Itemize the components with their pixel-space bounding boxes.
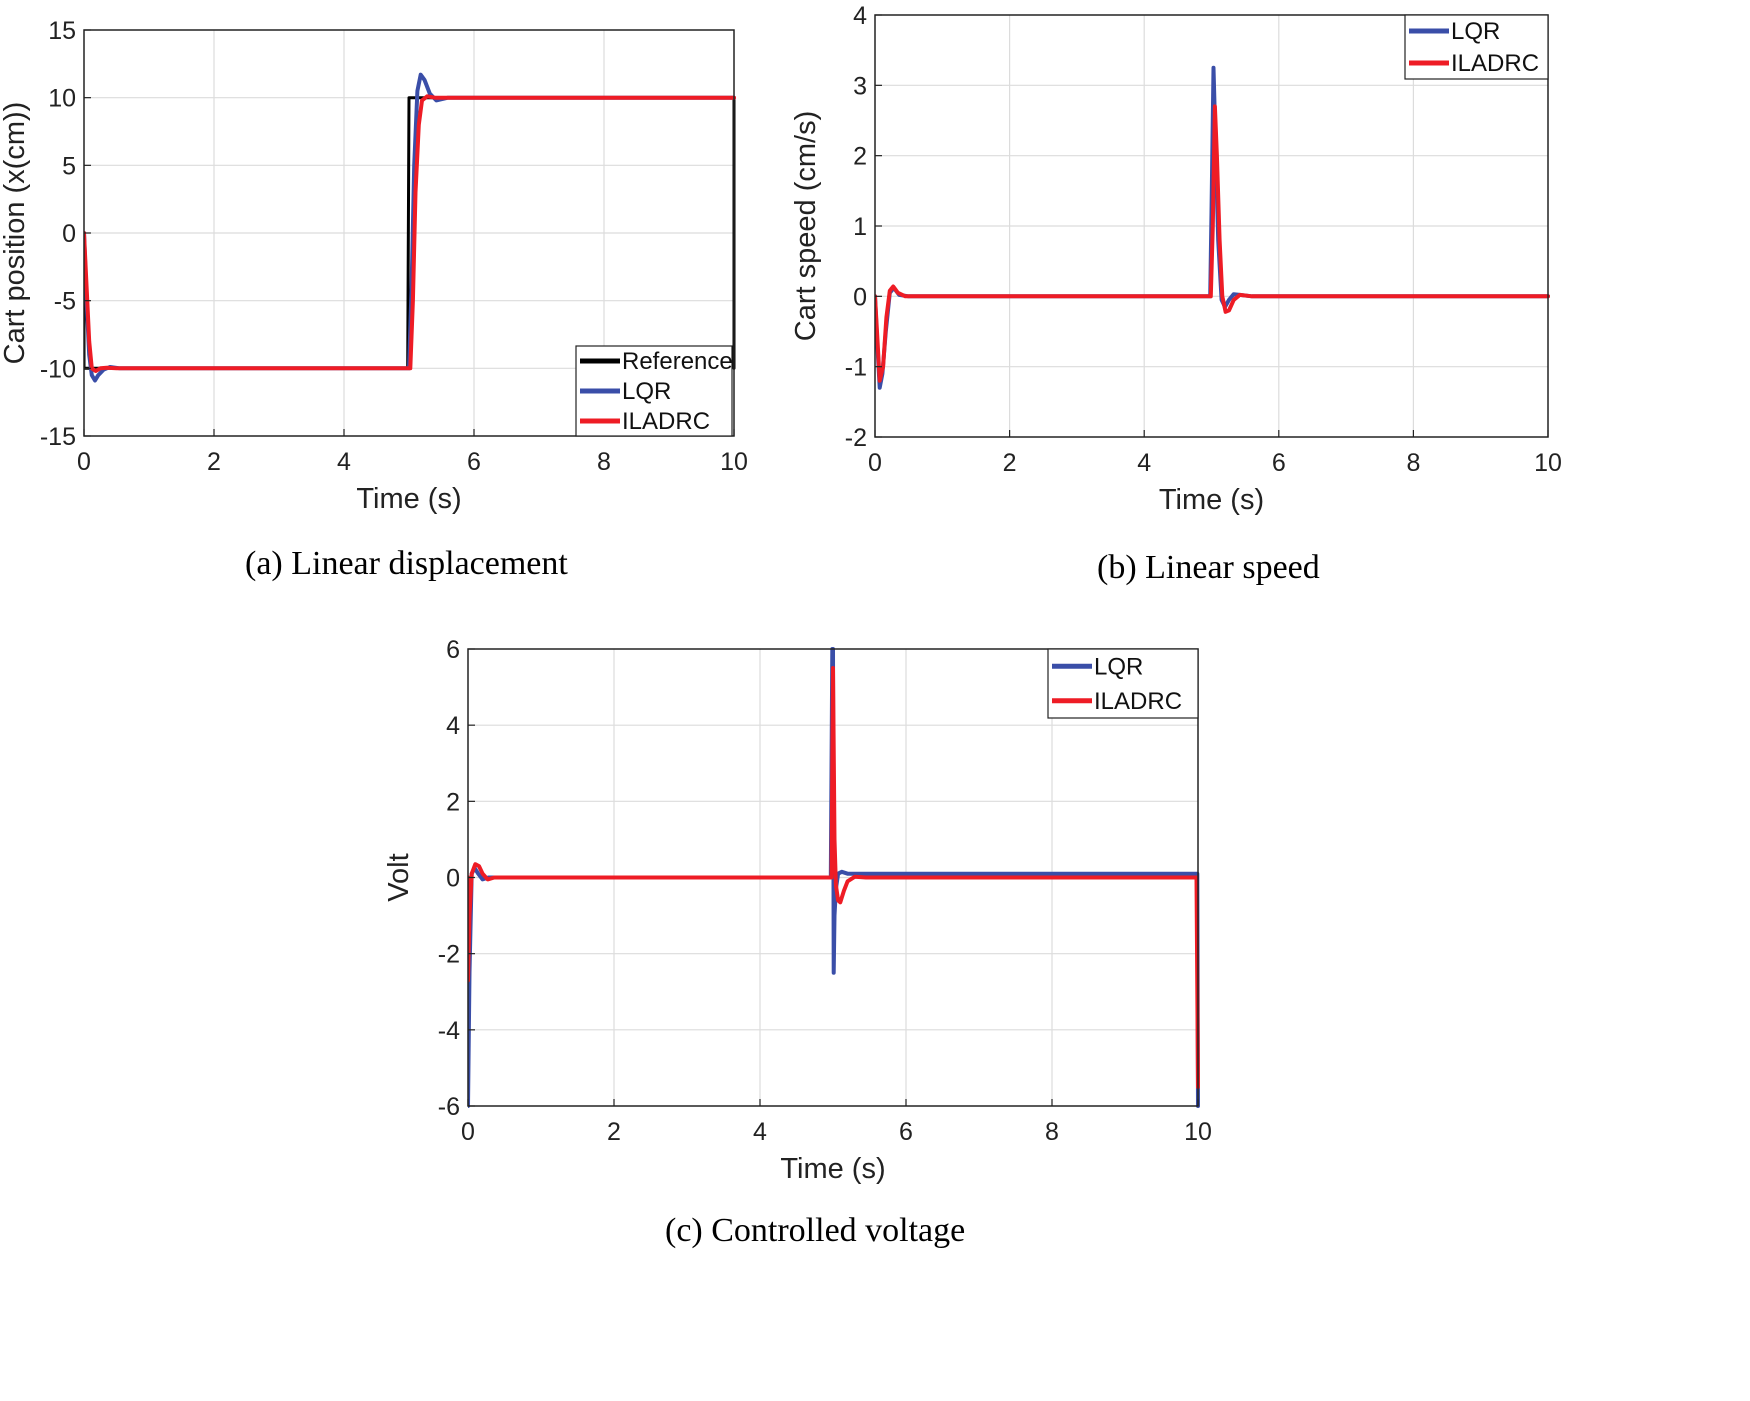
x-tick-label: 4 bbox=[753, 1118, 767, 1146]
y-tick-label: 10 bbox=[48, 85, 76, 113]
y-tick-label: -1 bbox=[845, 354, 867, 382]
x-tick-label: 0 bbox=[77, 448, 91, 476]
y-tick-label: 4 bbox=[446, 712, 460, 740]
y-tick-label: 6 bbox=[446, 636, 460, 664]
y-tick-label: 2 bbox=[853, 143, 867, 171]
x-axis-label: Time (s) bbox=[356, 483, 461, 515]
series-line-iladrc bbox=[468, 666, 1200, 1089]
y-axis-label: Cart speed (cm/s) bbox=[790, 111, 822, 341]
y-tick-label: -4 bbox=[438, 1017, 460, 1045]
x-tick-label: 10 bbox=[1534, 449, 1562, 477]
chart-a-svg: 0 2 4 6 8 10 -15 -10 -5 0 5 10 15 Time (s) Cart positi… bbox=[0, 17, 748, 515]
caption-a: (a) Linear displacement bbox=[245, 545, 568, 582]
y-axis-label: Volt bbox=[383, 853, 415, 901]
y-tick-label: 0 bbox=[446, 865, 460, 893]
legend-label-iladrc: ILADRC bbox=[622, 408, 710, 435]
x-tick-label: 0 bbox=[868, 449, 882, 477]
x-tick-label: 10 bbox=[720, 448, 748, 476]
x-tick-label: 2 bbox=[207, 448, 221, 476]
y-tick-label: 0 bbox=[62, 220, 76, 248]
chart-panel-a: 0 2 4 6 8 10 -15 -10 -5 0 5 10 15 Time (s) Cart positi… bbox=[0, 0, 870, 520]
y-tick-label: -15 bbox=[40, 423, 76, 451]
series-group bbox=[875, 65, 1550, 390]
series-line-iladrc bbox=[84, 94, 736, 373]
caption-c: (c) Controlled voltage bbox=[665, 1212, 966, 1249]
x-tick-label: 2 bbox=[607, 1118, 621, 1146]
legend-label-lqr: LQR bbox=[622, 378, 671, 405]
x-tick-label: 6 bbox=[467, 448, 481, 476]
y-tick-label: -10 bbox=[40, 355, 76, 383]
chart-panel-c: 0 2 4 6 8 10 -6 -4 -2 0 2 4 6 Time (s) Volt LQR ILADRC bbox=[380, 620, 1250, 1220]
series-line-iladrc bbox=[875, 104, 1550, 383]
y-tick-label: -5 bbox=[54, 288, 76, 316]
legend-label-iladrc: ILADRC bbox=[1094, 688, 1182, 715]
x-tick-label: 6 bbox=[1272, 449, 1286, 477]
legend: LQR ILADRC bbox=[1404, 14, 1549, 80]
y-axis-label: Cart position (x(cm)) bbox=[0, 102, 31, 365]
chart-b-svg: 0 2 4 6 8 10 -2 -1 0 1 2 3 4 Time (s) Cart speed (cm/s… bbox=[790, 2, 1562, 516]
x-tick-label: 8 bbox=[1406, 449, 1420, 477]
y-tick-label: 0 bbox=[853, 283, 867, 311]
legend-label-iladrc: ILADRC bbox=[1451, 50, 1539, 77]
y-tick-label: 2 bbox=[446, 788, 460, 816]
y-tick-label: -2 bbox=[438, 941, 460, 969]
legend: Reference LQR ILADRC bbox=[575, 345, 733, 437]
y-tick-label: -6 bbox=[438, 1093, 460, 1121]
x-tick-label: 8 bbox=[1045, 1118, 1059, 1146]
caption-b: (b) Linear speed bbox=[1097, 549, 1320, 586]
x-axis-label: Time (s) bbox=[1159, 484, 1264, 516]
y-tick-label: -2 bbox=[845, 424, 867, 452]
legend-label-lqr: LQR bbox=[1094, 653, 1143, 680]
legend-box bbox=[1047, 648, 1199, 719]
legend-label-reference: Reference bbox=[622, 348, 733, 375]
x-tick-label: 8 bbox=[597, 448, 611, 476]
y-tick-label: 1 bbox=[853, 213, 867, 241]
x-tick-label: 4 bbox=[337, 448, 351, 476]
y-tick-label: 5 bbox=[62, 152, 76, 180]
x-axis-label: Time (s) bbox=[780, 1153, 885, 1185]
x-tick-label: 4 bbox=[1137, 449, 1151, 477]
legend-label-lqr: LQR bbox=[1451, 18, 1500, 45]
legend-box bbox=[1404, 14, 1549, 80]
x-tick-label: 0 bbox=[461, 1118, 475, 1146]
y-tick-label: 3 bbox=[853, 72, 867, 100]
chart-c-svg: 0 2 4 6 8 10 -6 -4 -2 0 2 4 6 Time (s) Volt LQR ILADRC bbox=[383, 636, 1212, 1185]
y-tick-label: 15 bbox=[48, 17, 76, 45]
y-tick-label: 4 bbox=[853, 2, 867, 30]
x-tick-label: 6 bbox=[899, 1118, 913, 1146]
legend: LQR ILADRC bbox=[1047, 648, 1199, 719]
x-tick-label: 2 bbox=[1003, 449, 1017, 477]
chart-panel-b: 0 2 4 6 8 10 -2 -1 0 1 2 3 4 Time (s) Cart speed (cm/s… bbox=[790, 0, 1750, 520]
x-tick-label: 10 bbox=[1184, 1118, 1212, 1146]
